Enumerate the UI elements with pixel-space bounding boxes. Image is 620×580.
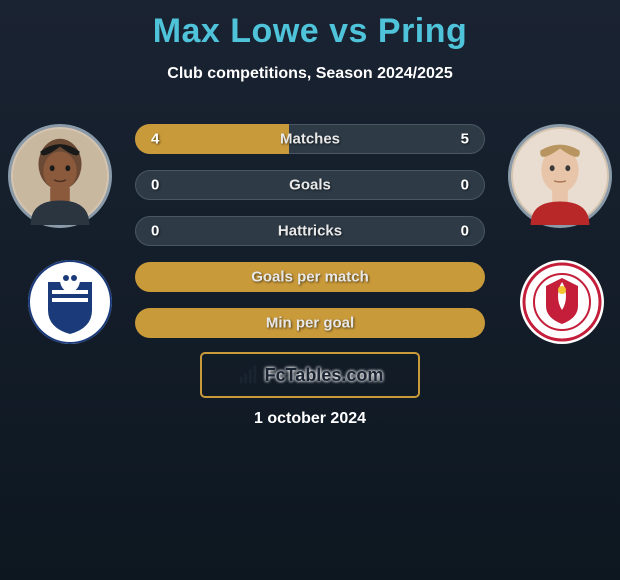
stat-label: Hattricks bbox=[278, 223, 342, 240]
stat-row: Min per goal bbox=[135, 308, 485, 338]
club-left-badge bbox=[28, 260, 112, 344]
watermark: FcTables.com bbox=[200, 352, 420, 398]
stat-value-left: 0 bbox=[151, 177, 159, 194]
player-right-photo bbox=[508, 124, 612, 228]
player-left-photo bbox=[8, 124, 112, 228]
club-crest-icon bbox=[520, 260, 604, 344]
stat-row: Goals per match bbox=[135, 262, 485, 292]
stat-value-right: 0 bbox=[461, 223, 469, 240]
stat-value-right: 5 bbox=[461, 131, 469, 148]
stat-row: 0 Goals 0 bbox=[135, 170, 485, 200]
stat-label: Matches bbox=[280, 131, 340, 148]
stat-value-right: 0 bbox=[461, 177, 469, 194]
stat-label: Min per goal bbox=[266, 315, 354, 332]
watermark-text: FcTables.com bbox=[265, 365, 384, 386]
avatar-icon bbox=[11, 127, 109, 225]
stats-bars: 4 Matches 5 0 Goals 0 0 Hattricks 0 Goal… bbox=[135, 124, 485, 354]
subtitle: Club competitions, Season 2024/2025 bbox=[0, 65, 620, 83]
stat-label: Goals per match bbox=[251, 269, 369, 286]
page-title: Max Lowe vs Pring bbox=[0, 0, 620, 51]
club-crest-icon bbox=[28, 260, 112, 344]
stat-label: Goals bbox=[289, 177, 331, 194]
chart-icon bbox=[237, 364, 259, 386]
date: 1 october 2024 bbox=[0, 410, 620, 428]
club-right-badge bbox=[520, 260, 604, 344]
stat-value-left: 4 bbox=[151, 131, 159, 148]
stat-value-left: 0 bbox=[151, 223, 159, 240]
avatar-icon bbox=[511, 127, 609, 225]
stat-row: 4 Matches 5 bbox=[135, 124, 485, 154]
stat-row: 0 Hattricks 0 bbox=[135, 216, 485, 246]
